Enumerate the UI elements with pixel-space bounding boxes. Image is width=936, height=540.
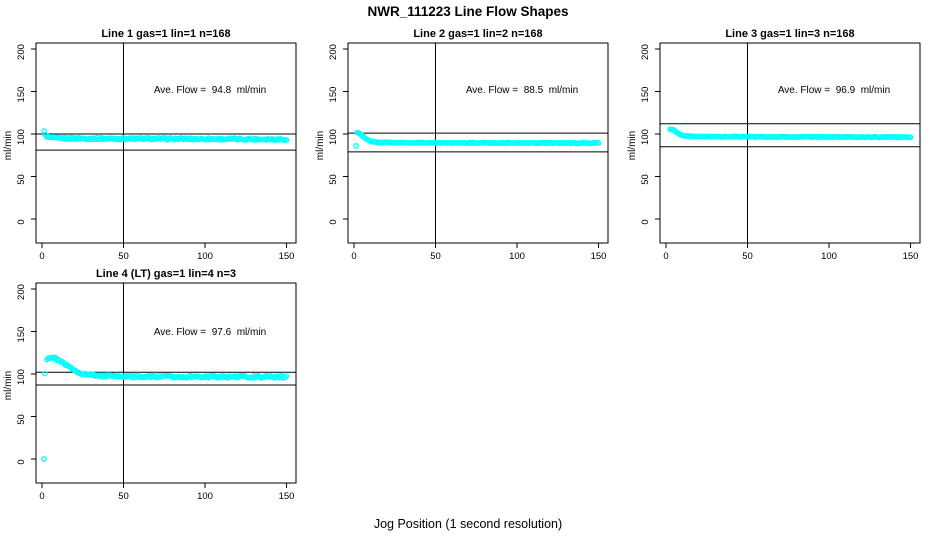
svg-text:100: 100 bbox=[16, 369, 27, 385]
svg-text:50: 50 bbox=[16, 174, 27, 185]
svg-text:0: 0 bbox=[16, 459, 27, 464]
data-points bbox=[667, 126, 914, 141]
svg-text:150: 150 bbox=[16, 327, 27, 343]
subplot-3-title: Line 3 gas=1 lin=3 n=168 bbox=[725, 28, 855, 40]
svg-text:150: 150 bbox=[279, 251, 295, 262]
chart-title: NWR_111223 Line Flow Shapes bbox=[367, 4, 569, 19]
svg-text:150: 150 bbox=[640, 87, 651, 103]
subplot-4-title: Line 4 (LT) gas=1 lin=4 n=3 bbox=[95, 268, 237, 280]
svg-text:150: 150 bbox=[591, 251, 607, 262]
subplot-1-ave-flow: Ave. Flow = 94.8 ml/min bbox=[153, 85, 267, 96]
subplot-3-ave-flow: Ave. Flow = 96.9 ml/min bbox=[777, 85, 891, 96]
subplot-2-title: Line 2 gas=1 lin=2 n=168 bbox=[413, 28, 543, 40]
plot-line-3: 0 50 100 150 0 50 100 150 200 bbox=[640, 42, 921, 262]
svg-text:0: 0 bbox=[39, 251, 44, 262]
subplot-2-ave-flow: Ave. Flow = 88.5 ml/min bbox=[465, 85, 579, 96]
svg-text:100: 100 bbox=[197, 491, 213, 502]
x-axis-label: Jog Position (1 second resolution) bbox=[373, 517, 563, 531]
svg-text:100: 100 bbox=[821, 251, 837, 262]
svg-text:150: 150 bbox=[328, 87, 339, 103]
svg-text:50: 50 bbox=[118, 251, 129, 262]
svg-text:50: 50 bbox=[430, 251, 441, 262]
svg-text:50: 50 bbox=[118, 491, 129, 502]
data-points bbox=[41, 128, 290, 143]
data-points bbox=[353, 129, 602, 149]
svg-text:0: 0 bbox=[16, 219, 27, 224]
svg-text:0: 0 bbox=[328, 219, 339, 224]
subplot-4-ave-flow: Ave. Flow = 97.6 ml/min bbox=[153, 327, 267, 338]
svg-text:100: 100 bbox=[197, 251, 213, 262]
data-points bbox=[41, 354, 290, 462]
svg-text:100: 100 bbox=[509, 251, 525, 262]
svg-text:0: 0 bbox=[640, 219, 651, 224]
subplot-1-title: Line 1 gas=1 lin=1 n=168 bbox=[101, 28, 231, 40]
svg-text:0: 0 bbox=[663, 251, 668, 262]
svg-text:0: 0 bbox=[39, 491, 44, 502]
svg-text:100: 100 bbox=[16, 129, 27, 145]
plot-line-2: 0 50 100 150 0 50 100 150 200 bbox=[328, 42, 609, 262]
svg-text:50: 50 bbox=[640, 174, 651, 185]
svg-text:50: 50 bbox=[328, 174, 339, 185]
svg-text:50: 50 bbox=[16, 414, 27, 425]
svg-text:150: 150 bbox=[279, 491, 295, 502]
svg-text:200: 200 bbox=[640, 44, 651, 60]
svg-text:200: 200 bbox=[328, 44, 339, 60]
svg-text:150: 150 bbox=[903, 251, 919, 262]
svg-text:100: 100 bbox=[328, 129, 339, 145]
svg-text:100: 100 bbox=[640, 129, 651, 145]
svg-text:50: 50 bbox=[742, 251, 753, 262]
svg-text:150: 150 bbox=[16, 87, 27, 103]
svg-text:0: 0 bbox=[351, 251, 356, 262]
plot-line-4: 0 50 100 150 0 50 100 150 200 bbox=[16, 282, 297, 502]
svg-text:200: 200 bbox=[16, 284, 27, 300]
plot-line-1: 0 50 100 150 0 50 100 150 200 bbox=[16, 42, 297, 262]
svg-text:200: 200 bbox=[16, 44, 27, 60]
